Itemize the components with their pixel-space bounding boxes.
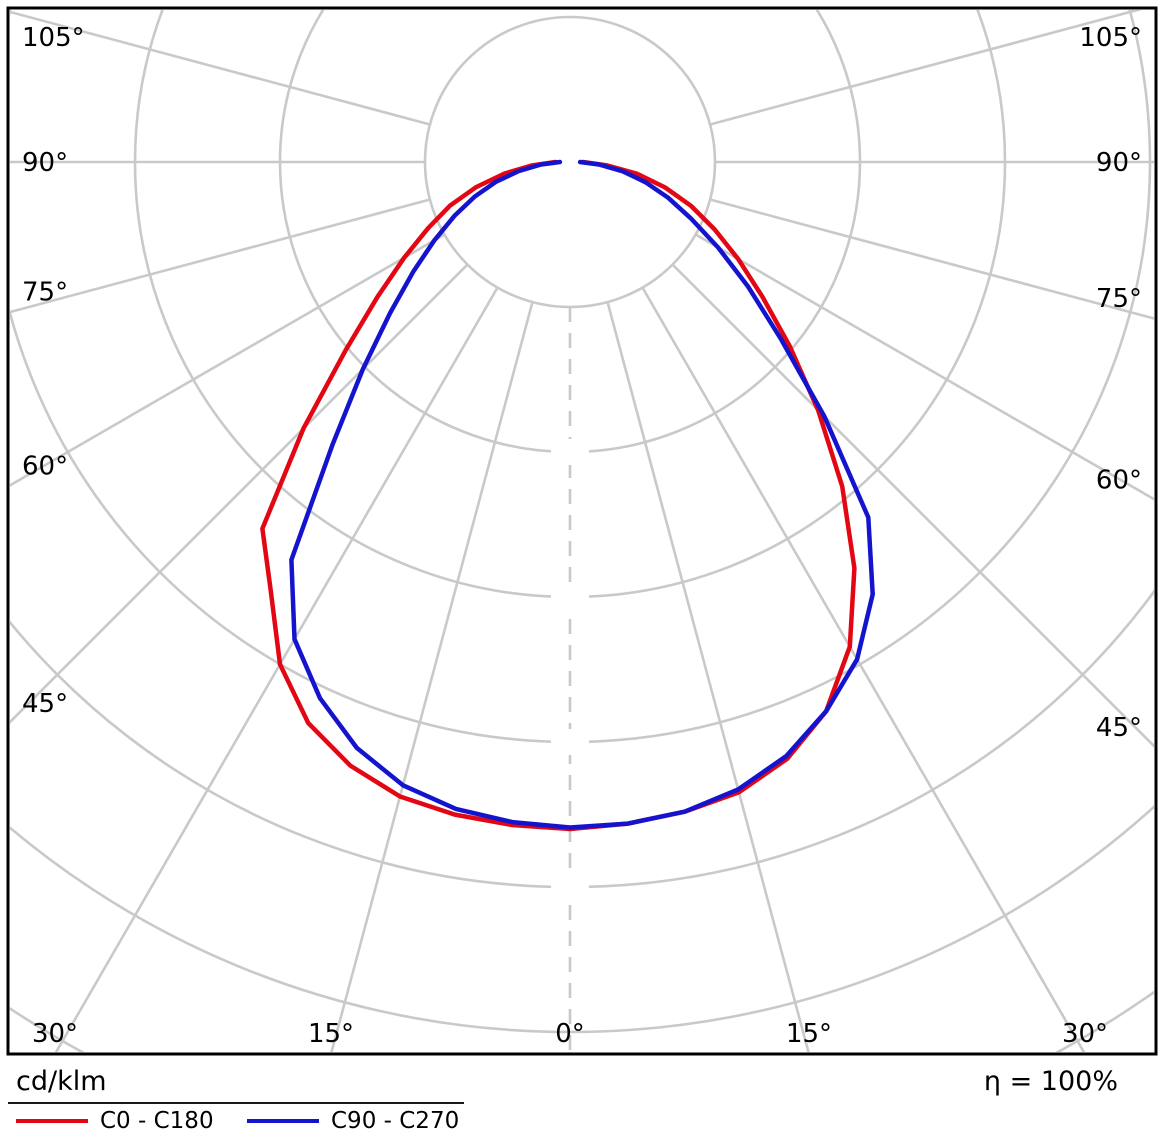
svg-text:105°: 105° (1079, 23, 1142, 53)
svg-text:30°: 30° (1062, 1019, 1108, 1049)
svg-text:30°: 30° (32, 1019, 78, 1049)
svg-text:15°: 15° (308, 1019, 354, 1049)
units-label: cd/klm (16, 1066, 107, 1097)
chart-footer: cd/klm η = 100% C0 - C180 C90 - C270 (0, 1062, 1164, 1140)
svg-text:0°: 0° (555, 1019, 585, 1049)
svg-text:90°: 90° (1096, 148, 1142, 178)
svg-text:45°: 45° (1096, 713, 1142, 743)
svg-text:105°: 105° (22, 23, 85, 53)
legend-swatch-c0-c180 (16, 1119, 88, 1123)
legend-item-c0-c180: C0 - C180 (16, 1108, 247, 1134)
legend-label-c0-c180: C0 - C180 (100, 1108, 214, 1134)
legend-divider (8, 1102, 464, 1104)
polar-chart: 0° 15° 15° 30° 30° 45° 45° 60° 60° 75° 75° 90° 90° 10… (6, 6, 1158, 1056)
legend-swatch-c90-c270 (247, 1119, 319, 1123)
legend-item-c90-c270: C90 - C270 (247, 1108, 478, 1134)
svg-text:75°: 75° (22, 278, 68, 308)
legend: C0 - C180 C90 - C270 (16, 1108, 478, 1134)
svg-text:75°: 75° (1096, 284, 1142, 314)
svg-text:90°: 90° (22, 148, 68, 178)
svg-text:60°: 60° (22, 451, 68, 481)
svg-text:45°: 45° (22, 689, 68, 719)
efficiency-label: η = 100% (983, 1066, 1118, 1097)
svg-text:15°: 15° (786, 1019, 832, 1049)
legend-label-c90-c270: C90 - C270 (331, 1108, 460, 1134)
svg-text:60°: 60° (1096, 465, 1142, 495)
